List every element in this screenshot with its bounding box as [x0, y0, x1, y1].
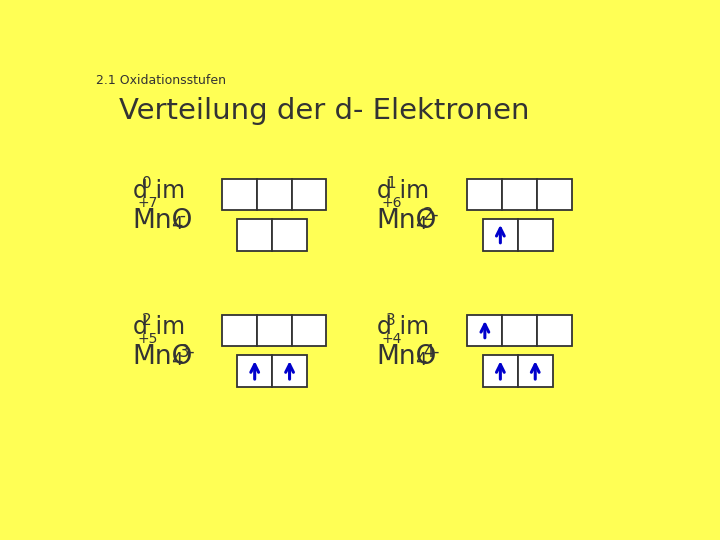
Bar	[272, 219, 307, 251]
Text: MnO: MnO	[132, 345, 193, 370]
Text: 4: 4	[171, 215, 183, 233]
Text: 2.1 Oxidationsstufen: 2.1 Oxidationsstufen	[96, 74, 226, 87]
Text: +7: +7	[138, 195, 158, 210]
Bar	[256, 315, 292, 346]
Text: d: d	[377, 179, 392, 202]
Text: 0: 0	[142, 177, 151, 192]
Bar	[292, 315, 326, 346]
Text: +6: +6	[382, 195, 402, 210]
Text: +4: +4	[382, 332, 402, 346]
Bar	[537, 179, 572, 210]
Text: +5: +5	[138, 332, 158, 346]
Bar	[503, 315, 537, 346]
Bar	[518, 355, 553, 387]
Text: d: d	[132, 179, 148, 202]
Text: MnO: MnO	[377, 345, 437, 370]
Bar	[272, 355, 307, 387]
Bar	[292, 179, 326, 210]
Text: Verteilung der d- Elektronen: Verteilung der d- Elektronen	[120, 97, 530, 125]
Text: im: im	[392, 179, 429, 202]
Text: 4-: 4-	[423, 343, 440, 361]
Text: MnO: MnO	[132, 208, 193, 234]
Bar	[256, 179, 292, 210]
Bar	[238, 219, 272, 251]
Text: d: d	[132, 315, 148, 339]
Text: -: -	[179, 206, 185, 225]
Bar	[518, 219, 553, 251]
Bar	[503, 179, 537, 210]
Bar	[483, 219, 518, 251]
Bar	[222, 179, 256, 210]
Text: im: im	[148, 179, 185, 202]
Bar	[483, 355, 518, 387]
Text: 2-: 2-	[423, 206, 440, 225]
Text: im: im	[392, 315, 429, 339]
Bar	[238, 355, 272, 387]
Text: 4: 4	[415, 351, 427, 369]
Bar	[467, 315, 503, 346]
Text: 3: 3	[386, 313, 396, 328]
Text: 4: 4	[171, 351, 183, 369]
Text: 1: 1	[386, 177, 396, 192]
Text: 3-: 3-	[179, 343, 196, 361]
Text: im: im	[148, 315, 185, 339]
Text: 2: 2	[142, 313, 151, 328]
Text: MnO: MnO	[377, 208, 437, 234]
Bar	[467, 179, 503, 210]
Bar	[222, 315, 256, 346]
Bar	[537, 315, 572, 346]
Text: d: d	[377, 315, 392, 339]
Text: 4: 4	[415, 215, 427, 233]
